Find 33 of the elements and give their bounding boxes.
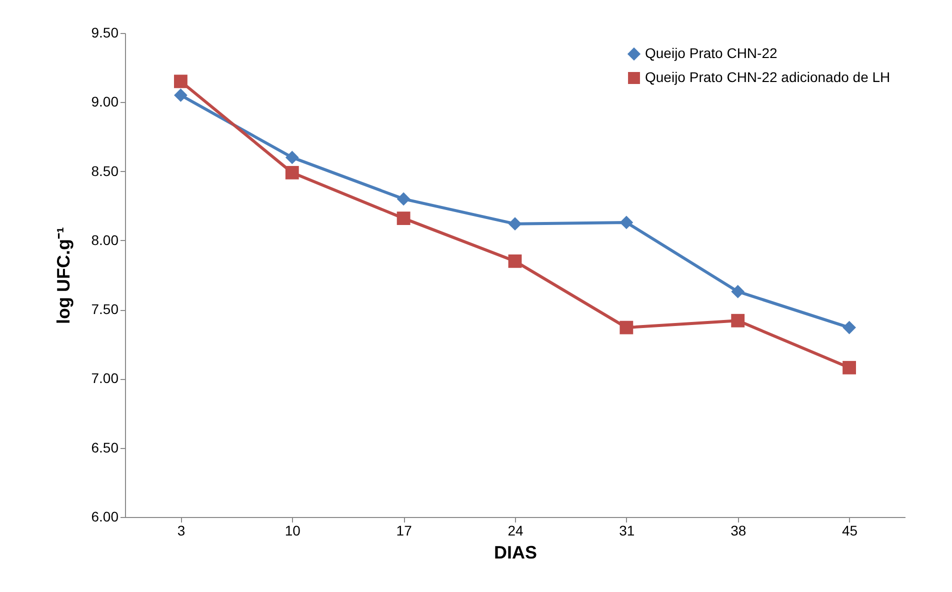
x-tick-label: 10: [284, 522, 301, 538]
y-tick-label: 7.00: [91, 370, 119, 386]
point: [285, 166, 299, 180]
x-tick-label: 24: [508, 522, 524, 538]
y-tick-label: 7.50: [91, 301, 119, 318]
point: [620, 320, 634, 334]
point: [842, 360, 856, 374]
y-tick-label: 8.00: [91, 232, 119, 248]
y-axis-title: log UFC.g⁻¹: [53, 227, 74, 324]
y-tick-label: 6.50: [91, 439, 119, 456]
x-tick-label: 3: [177, 522, 186, 538]
point: [396, 212, 410, 226]
x-axis-title: DIAS: [494, 542, 538, 562]
y-tick-label: 9.00: [91, 94, 119, 110]
point: [174, 88, 188, 102]
point: [620, 216, 634, 230]
y-tick-label: 8.50: [91, 162, 119, 179]
point: [396, 192, 410, 206]
point: [174, 74, 188, 88]
point: [285, 150, 299, 164]
point: [731, 284, 745, 298]
x-tick-label: 38: [730, 522, 746, 538]
point: [508, 254, 522, 268]
legend-label: Queijo Prato CHN-22 adicionado de LH: [645, 69, 890, 85]
x-tick-label: 45: [842, 522, 858, 538]
point: [731, 314, 745, 328]
legend-label: Queijo Prato CHN-22: [645, 45, 778, 61]
y-tick-label: 6.00: [91, 508, 119, 524]
x-tick-label: 31: [619, 522, 635, 538]
x-tick-label: 17: [396, 522, 412, 538]
y-tick-label: 9.50: [91, 24, 119, 40]
point: [842, 320, 856, 334]
point: [508, 217, 522, 231]
